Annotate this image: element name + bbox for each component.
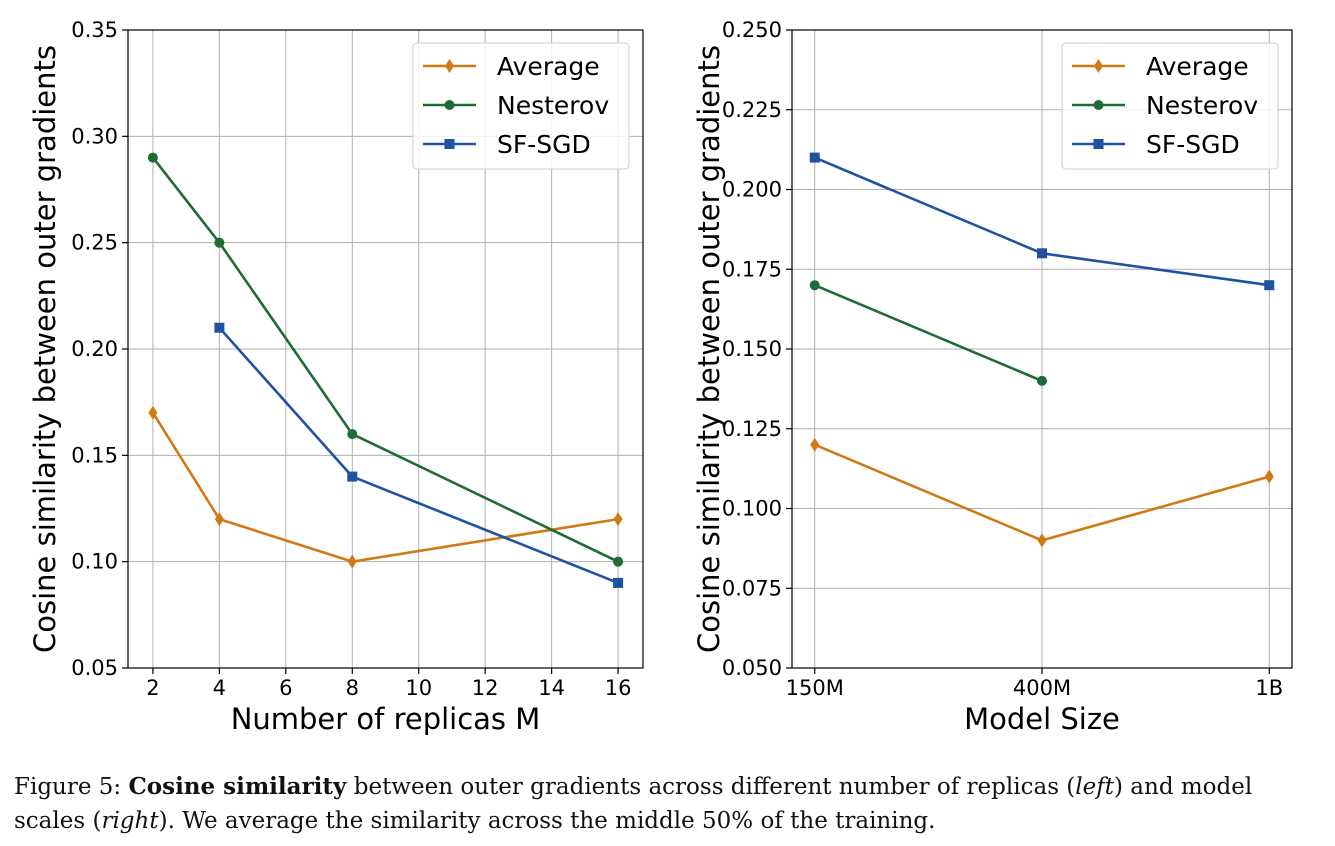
- x-tick-label: 10: [405, 676, 432, 700]
- x-axis: 150M 400M 1B: [786, 668, 1283, 700]
- series-sf-sgd: [809, 152, 1275, 291]
- x-tick-label: 8: [346, 676, 359, 700]
- legend-label: Average: [497, 52, 600, 81]
- legend-item-average: Average: [423, 52, 600, 81]
- y-axis-label: Cosine similarity between outer gradient…: [692, 45, 726, 653]
- legend-item-nesterov: Nesterov: [423, 91, 609, 120]
- series-line: [151, 156, 619, 563]
- x-axis-label: Model Size: [964, 702, 1120, 736]
- y-tick-label: 0.200: [722, 178, 782, 202]
- y-tick-label: 0.150: [722, 337, 782, 361]
- y-axis-label: Cosine similarity between outer gradient…: [28, 45, 62, 653]
- legend: Average Nesterov SF-SGD: [412, 42, 630, 170]
- series-nesterov: [809, 280, 1047, 386]
- legend-box: [412, 42, 630, 170]
- figure: 2 4 6 8 10 12 14 16 0.05 0.10 0.15 0.20 0.25 0.30 0.35…: [28, 18, 1293, 736]
- series-line: [151, 412, 619, 563]
- caption-text-1: between outer gradients across different…: [346, 774, 1076, 800]
- y-tick-label: 0.225: [722, 98, 782, 122]
- x-tick-label: 2: [146, 676, 159, 700]
- caption-italic-left: left: [1075, 774, 1115, 800]
- series-average: [148, 405, 623, 569]
- data-point: [1037, 375, 1047, 386]
- x-tick-label: 12: [472, 676, 499, 700]
- y-tick-label: 0.050: [722, 656, 782, 680]
- legend-item-sf-sgd: SF-SGD: [423, 130, 591, 159]
- data-point: [347, 554, 357, 569]
- legend: Average Nesterov SF-SGD: [1061, 42, 1279, 170]
- caption-text-2: ) and model scales (: [14, 774, 1253, 834]
- legend-item-sf-sgd: SF-SGD: [1072, 130, 1240, 159]
- y-tick-label: 0.25: [71, 231, 118, 255]
- legend-label: SF-SGD: [1146, 130, 1240, 159]
- series-line: [814, 284, 1043, 383]
- caption-prefix: Figure 5:: [14, 774, 129, 800]
- legend-item-average: Average: [1072, 52, 1249, 81]
- data-point: [809, 280, 820, 291]
- x-tick-label: 6: [279, 676, 292, 700]
- y-tick-label: 0.10: [71, 550, 118, 574]
- series-sf-sgd: [214, 322, 624, 588]
- y-tick-label: 0.125: [722, 417, 782, 441]
- x-tick-label: 150M: [786, 676, 844, 700]
- data-point: [1264, 469, 1274, 484]
- y-tick-label: 0.250: [722, 18, 782, 42]
- legend-swatch-marker: [444, 100, 455, 110]
- legend-item-nesterov: Nesterov: [1072, 91, 1258, 120]
- y-tick-label: 0.05: [71, 656, 118, 680]
- chart-panel-right: 150M 400M 1B 0.050 0.075 0.100 0.125 0.150 0.175…: [692, 18, 1293, 736]
- legend-label: Nesterov: [497, 91, 609, 120]
- data-point: [347, 429, 358, 440]
- y-tick-label: 0.30: [71, 124, 118, 148]
- x-axis-label: Number of replicas M: [231, 702, 541, 736]
- legend-swatch-marker: [445, 59, 454, 73]
- data-point: [214, 322, 225, 333]
- y-tick-label: 0.35: [71, 18, 118, 42]
- x-axis: 2 4 6 8 10 12 14 16: [146, 668, 631, 700]
- data-point: [214, 512, 224, 527]
- data-point: [347, 471, 358, 482]
- caption-bold: Cosine similarity: [128, 773, 347, 800]
- y-axis: 0.050 0.075 0.100 0.125 0.150 0.175 0.200 0.225…: [722, 18, 792, 680]
- data-point: [613, 577, 624, 588]
- legend-swatch-marker: [1093, 100, 1104, 110]
- data-point: [1264, 280, 1275, 291]
- y-axis: 0.05 0.10 0.15 0.20 0.25 0.30 0.35: [71, 18, 128, 680]
- data-point: [147, 152, 158, 163]
- series-average: [810, 437, 1274, 548]
- caption-italic-right: right: [101, 808, 159, 834]
- caption-text-3: ). We average the similarity across the …: [158, 808, 936, 834]
- data-point: [148, 405, 158, 420]
- x-tick-label: 14: [538, 676, 565, 700]
- x-tick-label: 1B: [1255, 676, 1283, 700]
- figure-caption: Figure 5: Cosine similarity between oute…: [14, 770, 1324, 838]
- data-point: [809, 152, 820, 163]
- data-point: [613, 512, 623, 527]
- legend-box: [1061, 42, 1279, 170]
- legend-swatch-marker: [1094, 59, 1103, 73]
- y-tick-label: 0.175: [722, 257, 782, 281]
- chart-panel-left: 2 4 6 8 10 12 14 16 0.05 0.10 0.15 0.20 0.25 0.30 0.35…: [28, 18, 644, 736]
- data-point: [1037, 533, 1047, 548]
- x-tick-label: 16: [605, 676, 632, 700]
- y-tick-label: 0.20: [71, 337, 118, 361]
- y-tick-label: 0.075: [722, 576, 782, 600]
- data-point: [214, 237, 225, 248]
- legend-label: Nesterov: [1146, 91, 1258, 120]
- data-point: [613, 556, 624, 567]
- legend-swatch-marker: [444, 139, 455, 149]
- legend-label: SF-SGD: [497, 130, 591, 159]
- legend-label: Average: [1146, 52, 1249, 81]
- data-point: [1037, 248, 1047, 259]
- x-tick-label: 4: [213, 676, 226, 700]
- y-tick-label: 0.15: [71, 443, 118, 467]
- data-point: [810, 437, 820, 452]
- legend-swatch-marker: [1093, 139, 1104, 149]
- y-tick-label: 0.100: [722, 497, 782, 521]
- x-tick-label: 400M: [1013, 676, 1071, 700]
- series-nesterov: [147, 152, 624, 567]
